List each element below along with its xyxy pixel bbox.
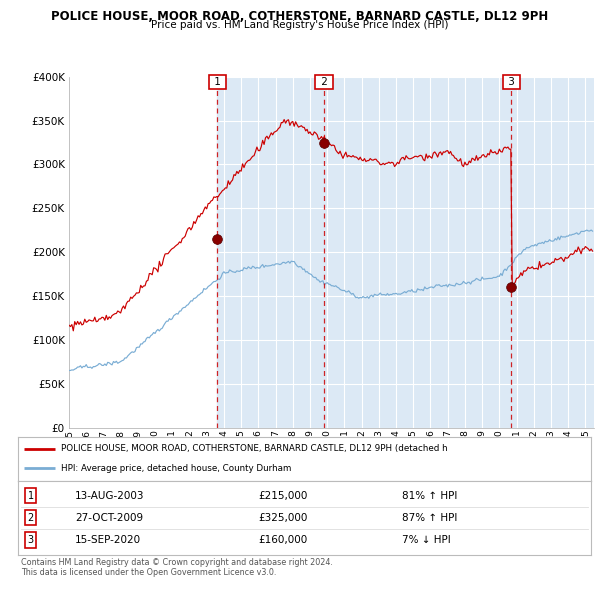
Text: Price paid vs. HM Land Registry's House Price Index (HPI): Price paid vs. HM Land Registry's House … [151,20,449,30]
Text: 15-SEP-2020: 15-SEP-2020 [76,535,142,545]
Text: Contains HM Land Registry data © Crown copyright and database right 2024.
This d: Contains HM Land Registry data © Crown c… [21,558,333,577]
Text: 1: 1 [28,491,34,500]
Text: POLICE HOUSE, MOOR ROAD, COTHERSTONE, BARNARD CASTLE, DL12 9PH (detached h: POLICE HOUSE, MOOR ROAD, COTHERSTONE, BA… [61,444,448,454]
Text: 81% ↑ HPI: 81% ↑ HPI [402,491,457,500]
Text: 7% ↓ HPI: 7% ↓ HPI [402,535,451,545]
Text: 87% ↑ HPI: 87% ↑ HPI [402,513,457,523]
Text: 2: 2 [317,77,331,87]
Text: 3: 3 [28,535,34,545]
Text: £160,000: £160,000 [259,535,308,545]
Text: 2: 2 [28,513,34,523]
Text: 13-AUG-2003: 13-AUG-2003 [76,491,145,500]
Bar [217,77,324,428]
Text: HPI: Average price, detached house, County Durham: HPI: Average price, detached house, Coun… [61,464,292,473]
Bar [511,77,594,428]
Text: 3: 3 [505,77,518,87]
Text: 27-OCT-2009: 27-OCT-2009 [76,513,143,523]
Text: £325,000: £325,000 [259,513,308,523]
Text: 1: 1 [211,77,224,87]
Bar [324,77,511,428]
Text: £215,000: £215,000 [259,491,308,500]
Text: POLICE HOUSE, MOOR ROAD, COTHERSTONE, BARNARD CASTLE, DL12 9PH: POLICE HOUSE, MOOR ROAD, COTHERSTONE, BA… [52,10,548,23]
